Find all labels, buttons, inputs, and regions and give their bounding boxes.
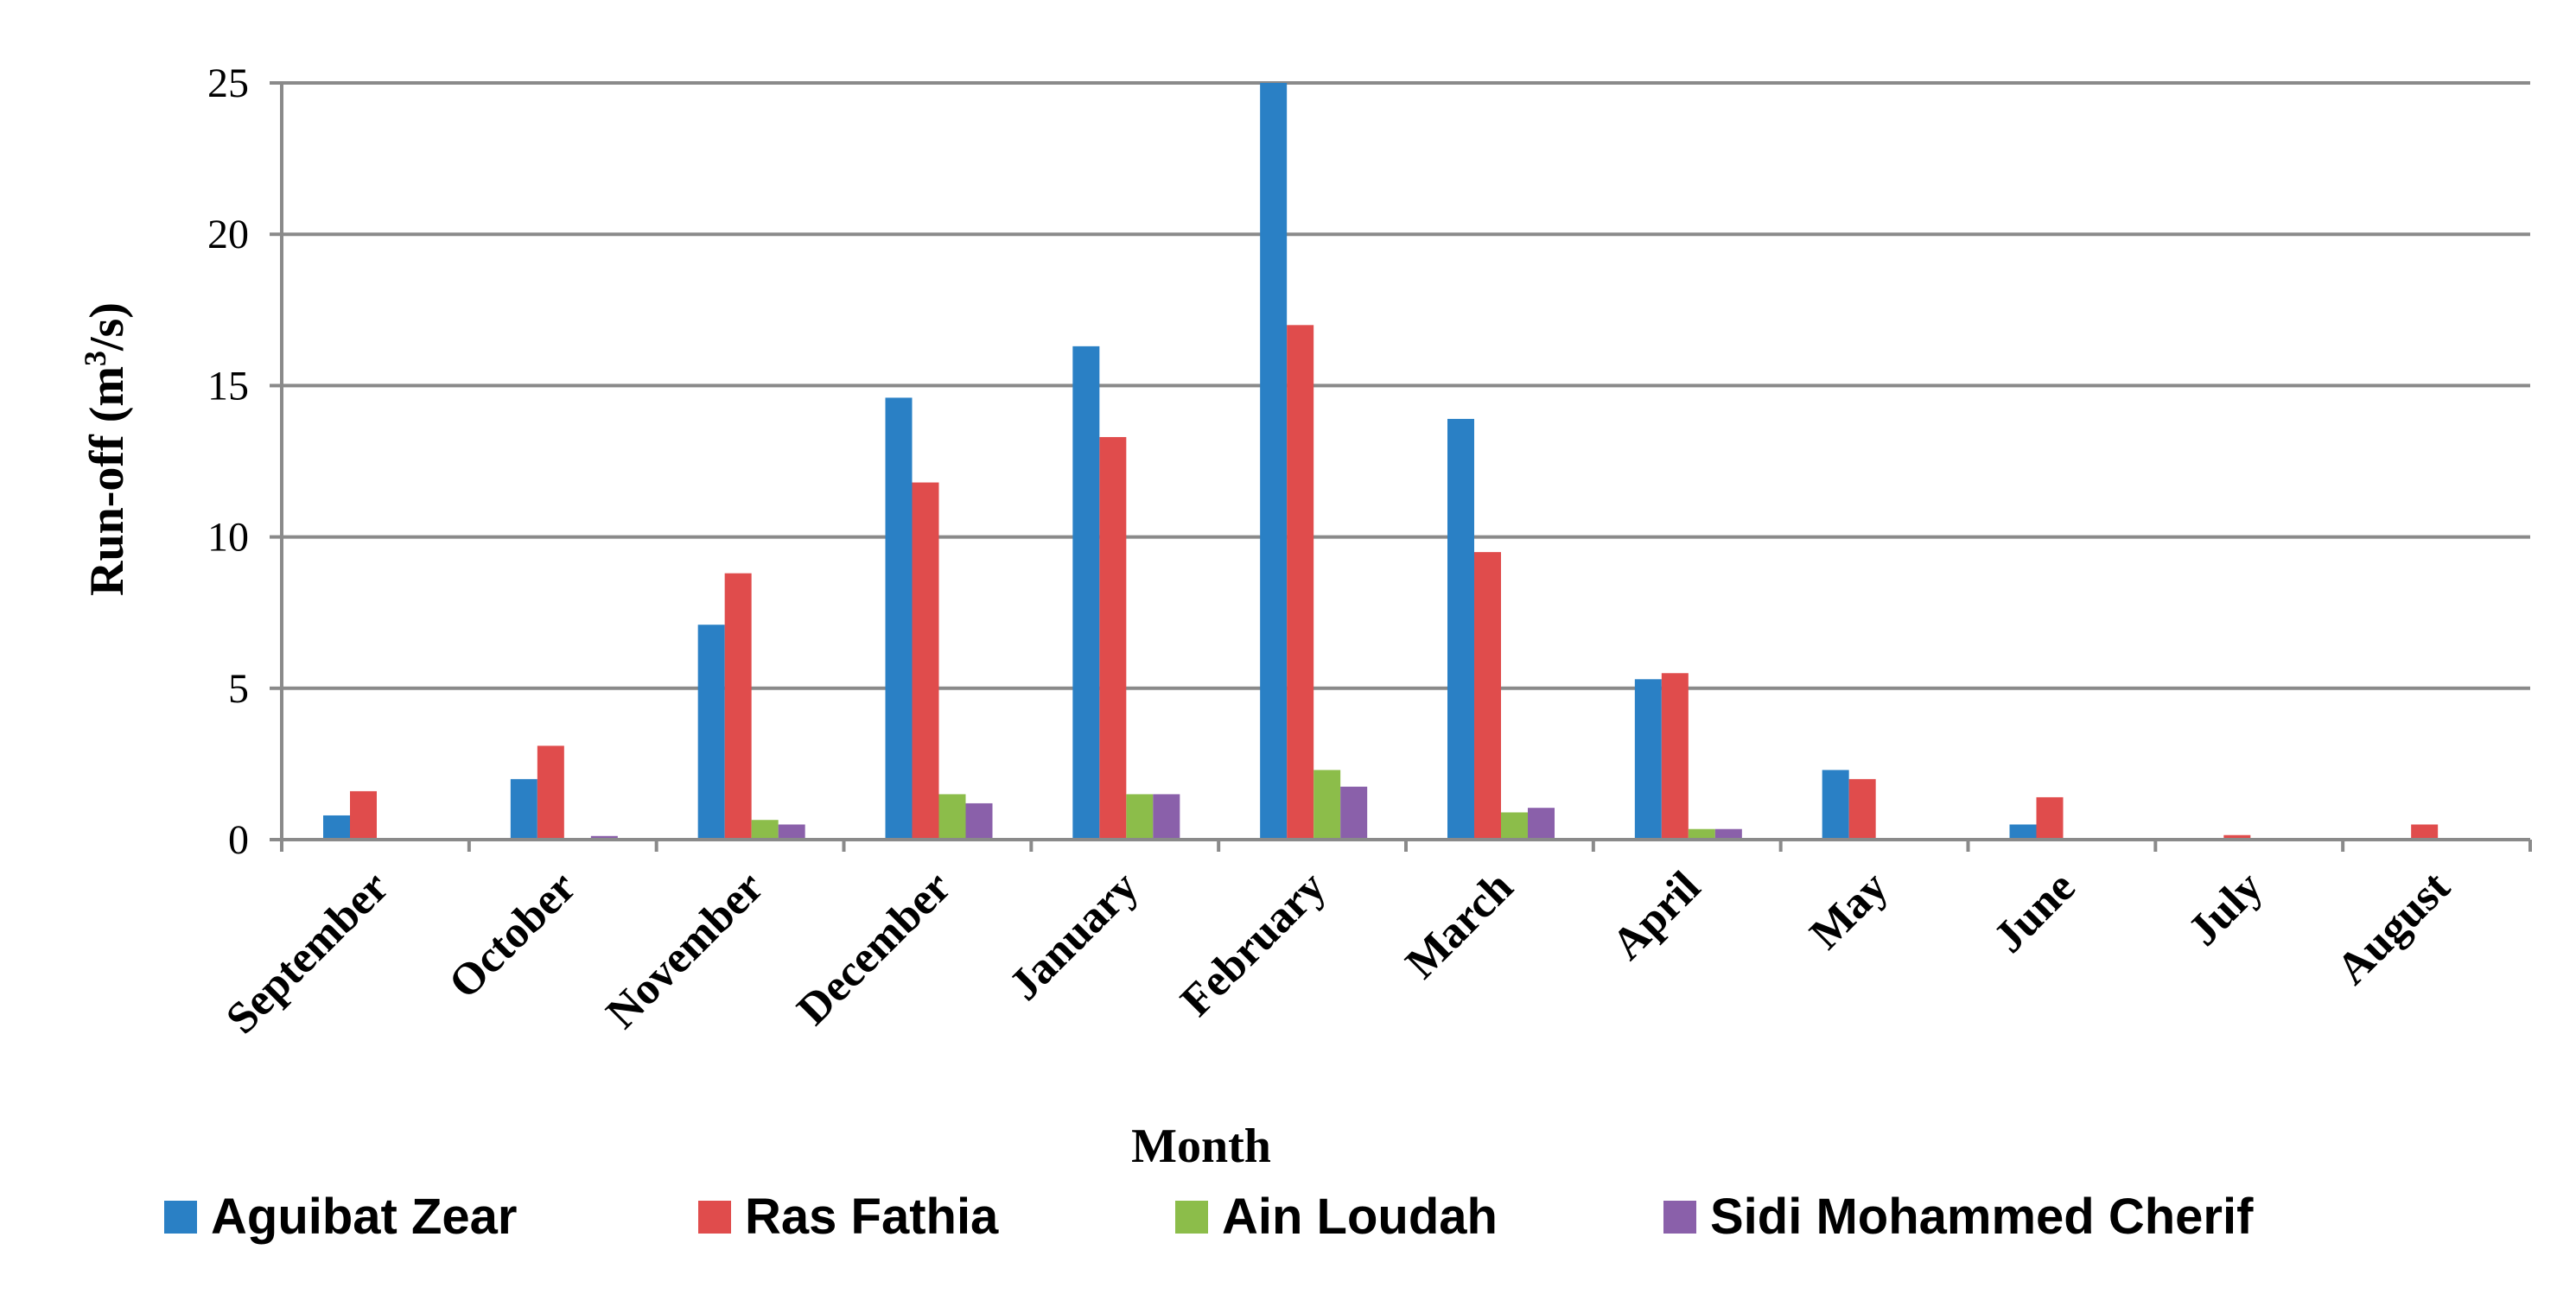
bar-ras-fathia	[1287, 325, 1314, 840]
bar-aguibat-zear	[885, 397, 913, 840]
x-tick-label: January	[1000, 862, 1148, 1010]
bar-aguibat-zear	[1447, 418, 1474, 840]
bar-sidi-mohammed-cherif	[1528, 808, 1555, 840]
bar-ras-fathia	[1099, 436, 1127, 840]
gridlines	[282, 81, 2530, 841]
bar-aguibat-zear	[323, 815, 350, 840]
x-tick-label: March	[1396, 862, 1523, 988]
x-tick-label: June	[1984, 862, 2084, 962]
x-tick-label: October	[440, 862, 586, 1008]
bar-aguibat-zear	[510, 778, 537, 840]
x-tick-label: August	[2327, 862, 2459, 994]
legend: Aguibat Zear Ras Fathia Ain Loudah Sidi Moh…	[164, 1189, 2254, 1245]
bar-ain-loudah	[938, 794, 966, 840]
y-tick-label: 20	[207, 212, 249, 257]
y-tick-labels: 0 5 10 15 20 25	[207, 60, 249, 863]
bar-ras-fathia	[724, 573, 752, 840]
bar-ras-fathia	[2411, 824, 2439, 840]
bar-sidi-mohammed-cherif	[590, 835, 618, 840]
y-axis-title: Run-off (m3/s)	[78, 302, 134, 596]
y-tick-label: 0	[228, 817, 249, 863]
legend-label: Ain Loudah	[1222, 1189, 1498, 1245]
bar-sidi-mohammed-cherif	[778, 824, 805, 840]
x-tick-label: May	[1801, 862, 1898, 959]
y-tick-label: 25	[207, 60, 249, 106]
bar-ras-fathia	[1661, 673, 1689, 840]
legend-swatch	[1663, 1201, 1696, 1234]
bar-aguibat-zear	[1822, 770, 1849, 840]
bar-sidi-mohammed-cherif	[965, 802, 993, 840]
y-tick-label: 10	[207, 515, 249, 561]
x-axis-title: Month	[1131, 1120, 1271, 1173]
bar-series	[323, 83, 2439, 840]
bar-aguibat-zear	[1634, 679, 1662, 840]
bar-ain-loudah	[1501, 812, 1528, 840]
x-category-labels: September October November December January F…	[217, 862, 2459, 1043]
bar-ras-fathia	[912, 482, 939, 840]
legend-swatch	[1175, 1201, 1208, 1234]
bar-ras-fathia	[350, 790, 377, 840]
bar-ras-fathia	[1848, 778, 1876, 840]
x-tick-label: April	[1603, 862, 1710, 969]
bar-ras-fathia	[2036, 796, 2064, 840]
y-tick-label: 15	[207, 363, 249, 409]
axes	[270, 81, 2532, 852]
bar-aguibat-zear	[1072, 346, 1100, 840]
x-tick-label: November	[597, 862, 773, 1038]
x-tick-label: December	[788, 862, 961, 1035]
bar-ain-loudah	[751, 820, 779, 840]
bar-ain-loudah	[1313, 770, 1341, 840]
y-axis-title-superscript: 3	[78, 351, 112, 366]
bar-aguibat-zear	[1260, 83, 1288, 840]
y-tick-label: 5	[228, 666, 249, 712]
y-axis-title-main: Run-off (m	[80, 366, 134, 596]
bar-aguibat-zear	[697, 625, 725, 840]
bar-ras-fathia	[1474, 552, 1501, 840]
legend-swatch	[164, 1201, 197, 1234]
x-tick-label: February	[1172, 862, 1335, 1025]
bar-sidi-mohammed-cherif	[1340, 786, 1368, 840]
x-tick-label: July	[2178, 862, 2272, 955]
bar-sidi-mohammed-cherif	[1714, 828, 1742, 840]
bar-ras-fathia	[537, 745, 564, 840]
legend-swatch	[698, 1201, 731, 1234]
y-axis-title-end: /s)	[80, 302, 134, 352]
bar-sidi-mohammed-cherif	[1153, 794, 1180, 840]
legend-label: Sidi Mohammed Cherif	[1710, 1189, 2254, 1245]
legend-label: Aguibat Zear	[211, 1189, 518, 1245]
bar-ain-loudah	[1126, 794, 1154, 840]
x-tick-label: September	[217, 862, 398, 1043]
bar-ras-fathia	[2223, 834, 2251, 840]
bar-ain-loudah	[1688, 828, 1715, 840]
bar-aguibat-zear	[2009, 824, 2037, 840]
legend-label: Ras Fathia	[745, 1189, 999, 1245]
